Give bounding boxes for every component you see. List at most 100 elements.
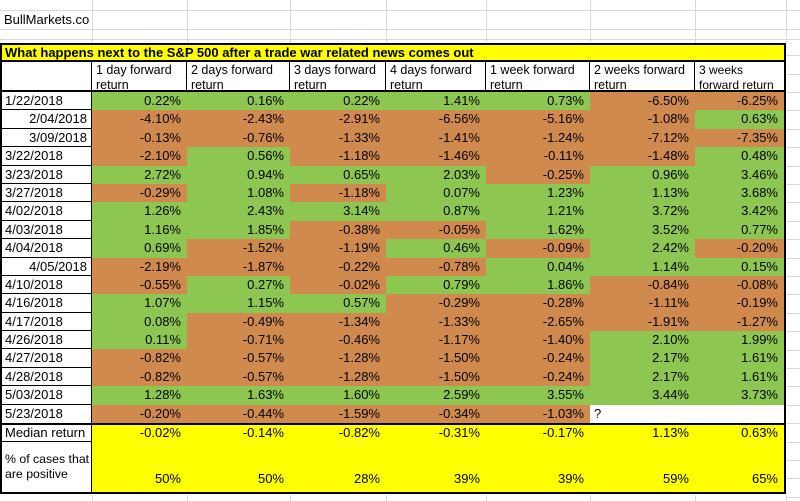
return-cell[interactable]: -0.78% bbox=[386, 257, 486, 276]
return-cell[interactable]: 2.59% bbox=[386, 386, 486, 405]
return-cell[interactable]: -6.50% bbox=[590, 92, 695, 111]
return-cell[interactable]: -1.28% bbox=[290, 349, 386, 368]
return-cell[interactable]: 3.52% bbox=[590, 220, 695, 240]
return-cell[interactable]: 0.07% bbox=[386, 183, 486, 203]
return-cell[interactable]: -0.82% bbox=[92, 367, 187, 387]
pct-positive-cell[interactable]: 39% bbox=[486, 442, 590, 492]
return-cell[interactable]: -2.65% bbox=[486, 312, 590, 332]
return-cell[interactable]: -7.12% bbox=[590, 128, 695, 148]
return-cell[interactable]: 1.14% bbox=[590, 257, 695, 276]
return-cell[interactable]: -5.16% bbox=[486, 110, 590, 129]
return-cell[interactable]: 1.26% bbox=[92, 202, 187, 221]
return-cell[interactable]: -1.50% bbox=[386, 367, 486, 387]
median-cell[interactable]: -0.14% bbox=[187, 423, 290, 443]
pct-positive-cell[interactable]: 50% bbox=[187, 442, 290, 492]
date-cell[interactable]: 1/22/2018 bbox=[2, 92, 92, 111]
return-cell[interactable]: 2.17% bbox=[590, 349, 695, 368]
return-cell[interactable]: -0.20% bbox=[695, 239, 784, 258]
return-cell[interactable]: -0.76% bbox=[187, 128, 290, 148]
return-cell[interactable]: 2.17% bbox=[590, 367, 695, 387]
return-cell[interactable]: -1.28% bbox=[290, 367, 386, 387]
return-cell[interactable]: -2.91% bbox=[290, 110, 386, 129]
return-cell[interactable]: -1.41% bbox=[386, 128, 486, 148]
date-cell[interactable]: 5/03/2018 bbox=[2, 386, 92, 405]
return-cell[interactable]: 0.94% bbox=[187, 165, 290, 184]
return-cell[interactable]: -1.52% bbox=[187, 239, 290, 258]
return-cell[interactable]: -0.02% bbox=[290, 275, 386, 295]
return-cell[interactable]: -1.08% bbox=[590, 110, 695, 129]
median-cell[interactable]: 0.63% bbox=[695, 423, 784, 443]
return-cell[interactable]: -0.38% bbox=[290, 220, 386, 240]
return-cell[interactable]: 3.72% bbox=[590, 202, 695, 221]
corner-cell[interactable] bbox=[2, 62, 92, 92]
return-cell[interactable]: 1.08% bbox=[187, 183, 290, 203]
date-cell[interactable]: 4/26/2018 bbox=[2, 331, 92, 350]
date-cell[interactable]: 4/02/2018 bbox=[2, 202, 92, 221]
return-cell[interactable]: -4.10% bbox=[92, 110, 187, 129]
return-cell[interactable]: 0.08% bbox=[92, 312, 187, 332]
pct-positive-cell[interactable]: 65% bbox=[695, 442, 784, 492]
column-header[interactable]: 3 days forward return bbox=[290, 62, 386, 92]
return-cell[interactable]: 0.11% bbox=[92, 331, 187, 350]
return-cell[interactable]: 1.16% bbox=[92, 220, 187, 240]
date-cell[interactable]: 3/27/2018 bbox=[2, 183, 92, 203]
return-cell[interactable]: -1.33% bbox=[290, 128, 386, 148]
return-cell[interactable]: 1.23% bbox=[486, 183, 590, 203]
return-cell[interactable]: -1.11% bbox=[590, 294, 695, 313]
return-cell[interactable]: 2.43% bbox=[187, 202, 290, 221]
return-cell[interactable]: -0.08% bbox=[695, 275, 784, 295]
return-cell[interactable]: 2.03% bbox=[386, 165, 486, 184]
date-cell[interactable]: 3/22/2018 bbox=[2, 147, 92, 166]
return-cell[interactable]: 1.21% bbox=[486, 202, 590, 221]
return-cell[interactable]: -0.34% bbox=[386, 404, 486, 424]
return-cell[interactable]: -0.57% bbox=[187, 349, 290, 368]
return-cell[interactable]: 0.63% bbox=[695, 110, 784, 129]
pct-positive-cell[interactable]: 50% bbox=[92, 442, 187, 492]
return-cell[interactable]: -0.28% bbox=[486, 294, 590, 313]
return-cell[interactable]: -0.84% bbox=[590, 275, 695, 295]
date-cell[interactable]: 4/04/2018 bbox=[2, 239, 92, 258]
return-cell[interactable]: -1.17% bbox=[386, 331, 486, 350]
return-cell[interactable]: 2.10% bbox=[590, 331, 695, 350]
pct-positive-label[interactable]: % of cases that are positive bbox=[2, 442, 92, 492]
return-cell[interactable]: -0.11% bbox=[486, 147, 590, 166]
return-cell[interactable]: 0.22% bbox=[92, 92, 187, 111]
return-cell[interactable]: 1.61% bbox=[695, 349, 784, 368]
pct-positive-cell[interactable]: 59% bbox=[590, 442, 695, 492]
return-cell[interactable]: -1.27% bbox=[695, 312, 784, 332]
return-cell[interactable]: -0.24% bbox=[486, 349, 590, 368]
return-cell[interactable]: 0.96% bbox=[590, 165, 695, 184]
return-cell[interactable]: 0.69% bbox=[92, 239, 187, 258]
return-cell[interactable]: 2.42% bbox=[590, 239, 695, 258]
column-header[interactable]: 1 week forward return bbox=[486, 62, 590, 92]
return-cell[interactable]: 1.63% bbox=[187, 386, 290, 405]
return-cell[interactable]: 1.28% bbox=[92, 386, 187, 405]
date-cell[interactable]: 2/04/2018 bbox=[2, 110, 92, 129]
return-cell[interactable]: 3.55% bbox=[486, 386, 590, 405]
median-cell[interactable]: 1.13% bbox=[590, 423, 695, 443]
return-cell[interactable]: -6.25% bbox=[695, 92, 784, 111]
return-cell[interactable]: 1.41% bbox=[386, 92, 486, 111]
median-label[interactable]: Median return bbox=[2, 423, 92, 443]
return-cell[interactable]: -1.24% bbox=[486, 128, 590, 148]
date-cell[interactable]: 4/16/2018 bbox=[2, 294, 92, 313]
return-cell[interactable]: -1.46% bbox=[386, 147, 486, 166]
return-cell[interactable]: -0.71% bbox=[187, 331, 290, 350]
column-header[interactable]: 1 day forward return bbox=[92, 62, 187, 92]
return-cell[interactable]: 0.56% bbox=[187, 147, 290, 166]
column-header[interactable]: 3 weeks forward return bbox=[695, 62, 784, 92]
return-cell[interactable]: 3.42% bbox=[695, 202, 784, 221]
return-cell[interactable]: 3.68% bbox=[695, 183, 784, 203]
date-cell[interactable]: 4/03/2018 bbox=[2, 220, 92, 240]
return-cell[interactable]: -2.19% bbox=[92, 257, 187, 276]
return-cell[interactable]: -1.91% bbox=[590, 312, 695, 332]
return-cell[interactable]: -0.25% bbox=[486, 165, 590, 184]
return-cell[interactable]: -0.24% bbox=[486, 367, 590, 387]
column-header[interactable]: 2 days forward return bbox=[187, 62, 290, 92]
return-cell[interactable]: -1.40% bbox=[486, 331, 590, 350]
return-cell[interactable]: -1.19% bbox=[290, 239, 386, 258]
return-cell[interactable]: 1.99% bbox=[695, 331, 784, 350]
return-cell[interactable]: -7.35% bbox=[695, 128, 784, 148]
return-cell[interactable]: 0.16% bbox=[187, 92, 290, 111]
return-cell[interactable]: -0.13% bbox=[92, 128, 187, 148]
